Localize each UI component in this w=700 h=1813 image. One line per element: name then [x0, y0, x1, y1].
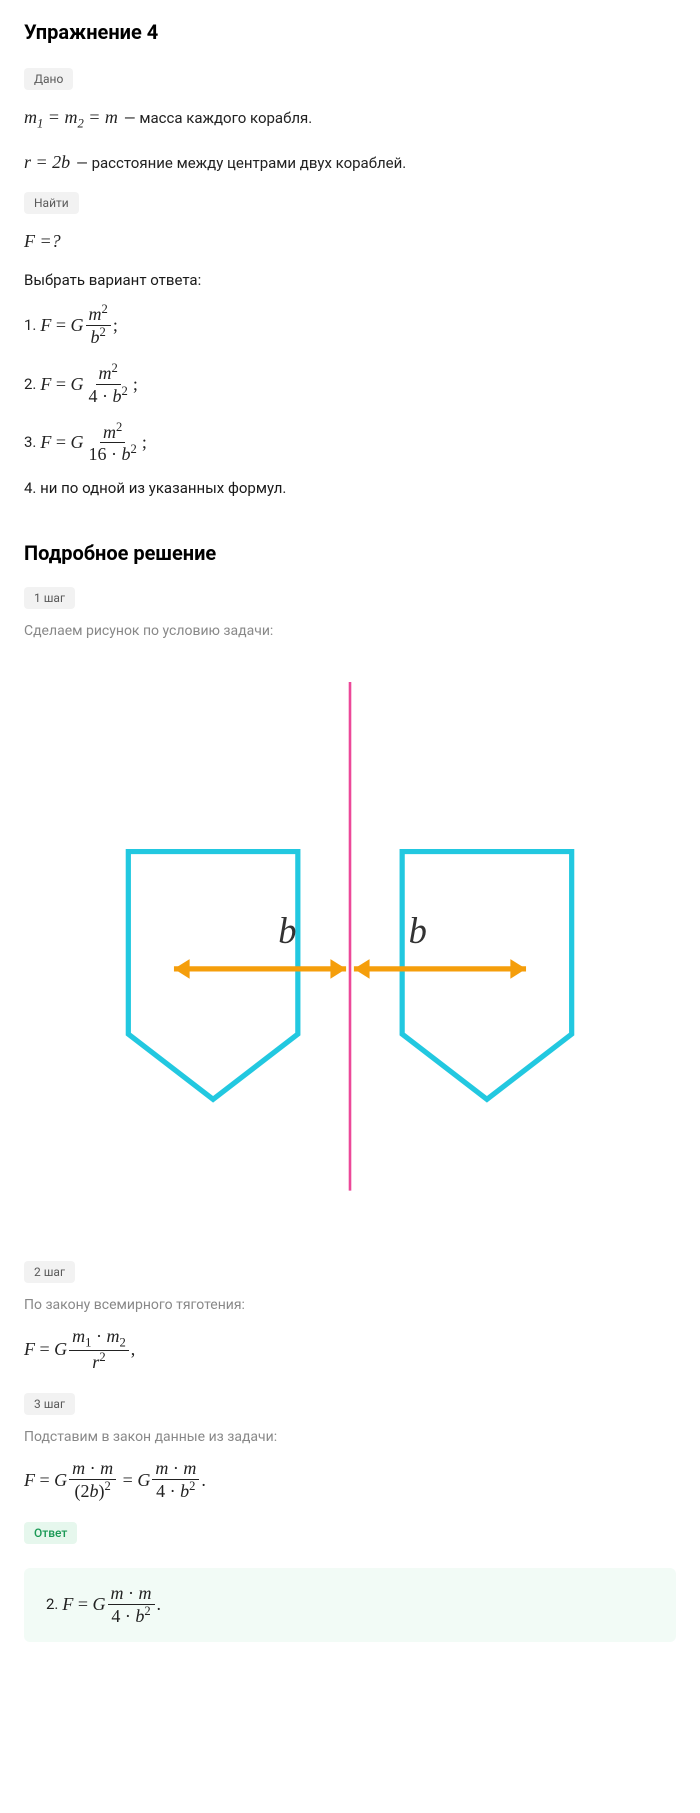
given-line-2: r = 2b — расстояние между центрами двух …	[24, 149, 676, 176]
answer-block: 2. F = G m · m 4 · b2 .	[24, 1568, 676, 1643]
option-3: 3. F = G m2 16 · b2 ;	[24, 421, 676, 466]
find-tag: Найти	[24, 192, 79, 214]
step3-text: Подставим в закон данные из задачи:	[24, 1429, 676, 1445]
instruction-text: Выбрать вариант ответа:	[24, 271, 676, 289]
step2-text: По закону всемирного тяготения:	[24, 1297, 676, 1313]
diagram: bb	[24, 669, 676, 1221]
svg-text:b: b	[278, 910, 296, 951]
option-2: 2. F = G m2 4 · b2 ;	[24, 362, 676, 407]
svg-text:b: b	[409, 910, 427, 951]
step2-tag: 2 шаг	[24, 1261, 75, 1283]
option-4: 4. ни по одной из указанных формул.	[24, 479, 676, 497]
step3-tag: 3 шаг	[24, 1393, 75, 1415]
given-tag: Дано	[24, 68, 73, 90]
given-1-desc: — масса каждого корабля.	[124, 107, 312, 130]
given-line-1: m1 = m2 = m — масса каждого корабля.	[24, 104, 676, 133]
step1-tag: 1 шаг	[24, 587, 75, 609]
step3-formula: F = G m · m (2b)2 = G m · m 4 · b2 .	[24, 1459, 676, 1502]
given-2-desc: — расстояние между центрами двух корабле…	[76, 152, 406, 175]
answer-formula: 2. F = G m · m 4 · b2 .	[46, 1584, 654, 1627]
answer-tag: Ответ	[24, 1522, 77, 1544]
ships-diagram: bb	[24, 669, 676, 1217]
find-expr: F =?	[24, 228, 676, 255]
step1-text: Сделаем рисунок по условию задачи:	[24, 623, 676, 639]
option-1: 1. F = G m2 b2 ;	[24, 303, 676, 348]
exercise-title: Упражнение 4	[24, 20, 676, 44]
solution-title: Подробное решение	[24, 541, 676, 565]
step2-formula: F = G m1 · m2 r2 ,	[24, 1327, 676, 1373]
